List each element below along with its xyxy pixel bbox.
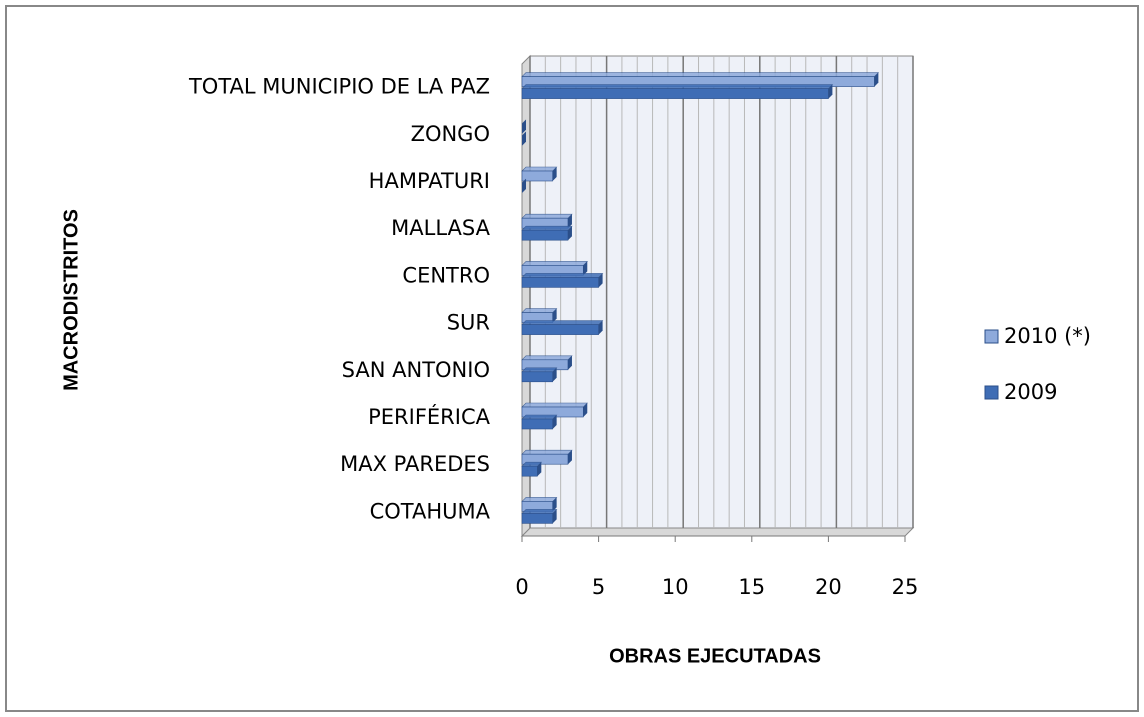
bar-face [552, 497, 557, 512]
bar-face [521, 308, 558, 313]
bar [521, 225, 573, 241]
bar-face [521, 497, 558, 502]
bar-face [521, 355, 573, 361]
y-tick-label: COTAHUMA [370, 499, 491, 523]
y-tick-label: TOTAL MUNICIPIO DE LA PAZ [188, 75, 490, 99]
bar [521, 509, 558, 524]
bar-face [521, 509, 558, 514]
bar [521, 119, 527, 134]
bar-face [522, 179, 526, 193]
bar-face [537, 462, 542, 477]
x-tick-label: 20 [815, 575, 842, 599]
legend-swatch [984, 385, 999, 400]
bar-face [583, 261, 588, 276]
bar [521, 308, 558, 323]
bar-face [521, 465, 538, 477]
bar-face [552, 367, 557, 382]
bar-face [828, 84, 833, 99]
bar-face [598, 320, 603, 335]
bar-face [521, 418, 553, 430]
x-axis-title: OBRAS EJECUTADAS [609, 645, 821, 667]
bar-face [521, 273, 604, 278]
bar [521, 84, 834, 99]
bar-face [552, 167, 557, 181]
bar [521, 72, 880, 87]
y-tick-label: SUR [447, 311, 490, 335]
bar-face [521, 277, 599, 288]
y-tick-label: ZONGO [411, 122, 490, 146]
bar [521, 355, 573, 371]
y-tick-label: CENTRO [402, 263, 490, 287]
bar [521, 273, 604, 288]
y-tick-label: MALLASA [391, 216, 490, 240]
bar-face [567, 450, 572, 465]
legend-label: 2009 [1004, 380, 1057, 404]
bar [521, 178, 527, 193]
bar [521, 414, 558, 430]
bar-face [521, 367, 558, 373]
bar-face [521, 453, 569, 465]
bar [521, 261, 589, 276]
x-tick-label: 5 [592, 575, 605, 599]
x-tick-label: 0 [515, 575, 528, 599]
bar-face [567, 355, 572, 370]
bar-face [521, 414, 558, 420]
bar-face [522, 119, 526, 134]
bar-face [567, 214, 572, 229]
bar-face [874, 72, 879, 87]
bar [521, 497, 558, 512]
bar-face [521, 170, 553, 182]
y-tick-label: HAMPATURI [369, 169, 490, 193]
plot-wall [529, 55, 914, 529]
bar [521, 367, 558, 383]
bar-face [521, 225, 573, 231]
bar-face [598, 273, 603, 288]
bar-face [552, 308, 557, 323]
bar-face [521, 88, 829, 99]
bar-face [521, 449, 573, 455]
y-tick-label: SAN ANTONIO [342, 358, 490, 382]
bar-face [552, 415, 557, 429]
bar-face [521, 72, 880, 77]
bar [521, 166, 558, 182]
bar-face [583, 403, 588, 417]
bar-face [521, 513, 553, 524]
bar [521, 461, 543, 477]
x-tick-label: 10 [662, 575, 689, 599]
bar-face [521, 261, 589, 266]
bar-face [521, 402, 589, 408]
bar-face [521, 229, 569, 241]
bar-face [552, 509, 557, 524]
bar-face [521, 371, 553, 383]
bar-face [521, 324, 599, 335]
y-tick-label: MAX PAREDES [340, 452, 490, 476]
y-axis-title: MACRODISTRITOS [60, 209, 82, 391]
legend-label: 2010 (*) [1004, 324, 1091, 348]
bar [521, 449, 573, 465]
plot-floor [520, 527, 915, 537]
bar [521, 320, 604, 335]
y-tick-label: PERIFÉRICA [368, 404, 491, 429]
legend-swatch [984, 329, 999, 344]
x-tick-label: 15 [738, 575, 765, 599]
bar [521, 402, 589, 418]
bar-face [521, 84, 834, 89]
bar-face [521, 320, 604, 325]
bar-face [522, 131, 526, 146]
bar-face [521, 213, 573, 219]
bar [521, 131, 527, 146]
bar-face [521, 166, 558, 172]
x-tick-label: 25 [892, 575, 919, 599]
bar-face [567, 226, 572, 241]
